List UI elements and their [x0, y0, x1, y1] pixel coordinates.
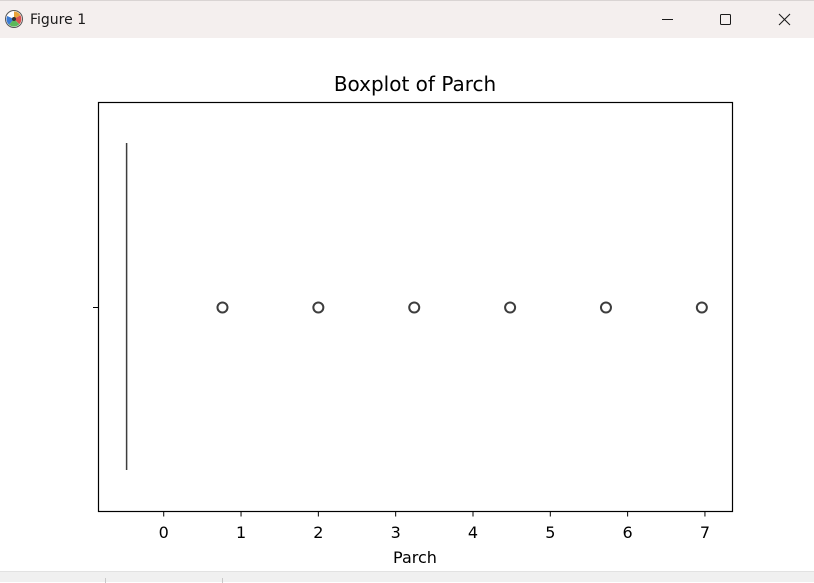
minimize-button[interactable] — [638, 1, 696, 38]
x-tick-label: 0 — [159, 523, 169, 542]
x-tick-label: 1 — [236, 523, 246, 542]
outlier-point — [408, 301, 421, 314]
minimize-icon — [662, 19, 673, 20]
status-bar — [0, 571, 814, 583]
x-tick-label: 3 — [391, 523, 401, 542]
chart-title: Boxplot of Parch — [334, 72, 496, 96]
status-divider — [222, 578, 223, 583]
x-axis-label: Parch — [393, 548, 437, 567]
x-tick-label: 5 — [545, 523, 555, 542]
maximize-icon — [720, 14, 731, 25]
boxplot-chart: Boxplot of Parch 0 1 2 3 4 5 6 7 Parch — [93, 72, 734, 567]
matplotlib-figure-icon — [5, 10, 23, 28]
close-icon — [778, 13, 791, 26]
outlier-point — [695, 301, 708, 314]
x-tick-label: 7 — [700, 523, 710, 542]
outlier-point — [504, 301, 517, 314]
window-title: Figure 1 — [30, 12, 87, 28]
axes-frame — [97, 101, 734, 513]
x-tick-label: 4 — [468, 523, 478, 542]
title-bar[interactable]: Figure 1 — [0, 0, 814, 38]
figure-canvas: Boxplot of Parch 0 1 2 3 4 5 6 7 Parch — [0, 38, 814, 571]
close-button[interactable] — [755, 1, 813, 38]
x-tick-label: 6 — [623, 523, 633, 542]
outlier-point — [216, 301, 229, 314]
plot-area: 0 1 2 3 4 5 6 7 — [93, 101, 734, 542]
outlier-point — [599, 301, 612, 314]
status-divider — [105, 578, 106, 583]
maximize-button[interactable] — [696, 1, 754, 38]
x-tick-label: 2 — [313, 523, 323, 542]
outlier-point — [312, 301, 325, 314]
